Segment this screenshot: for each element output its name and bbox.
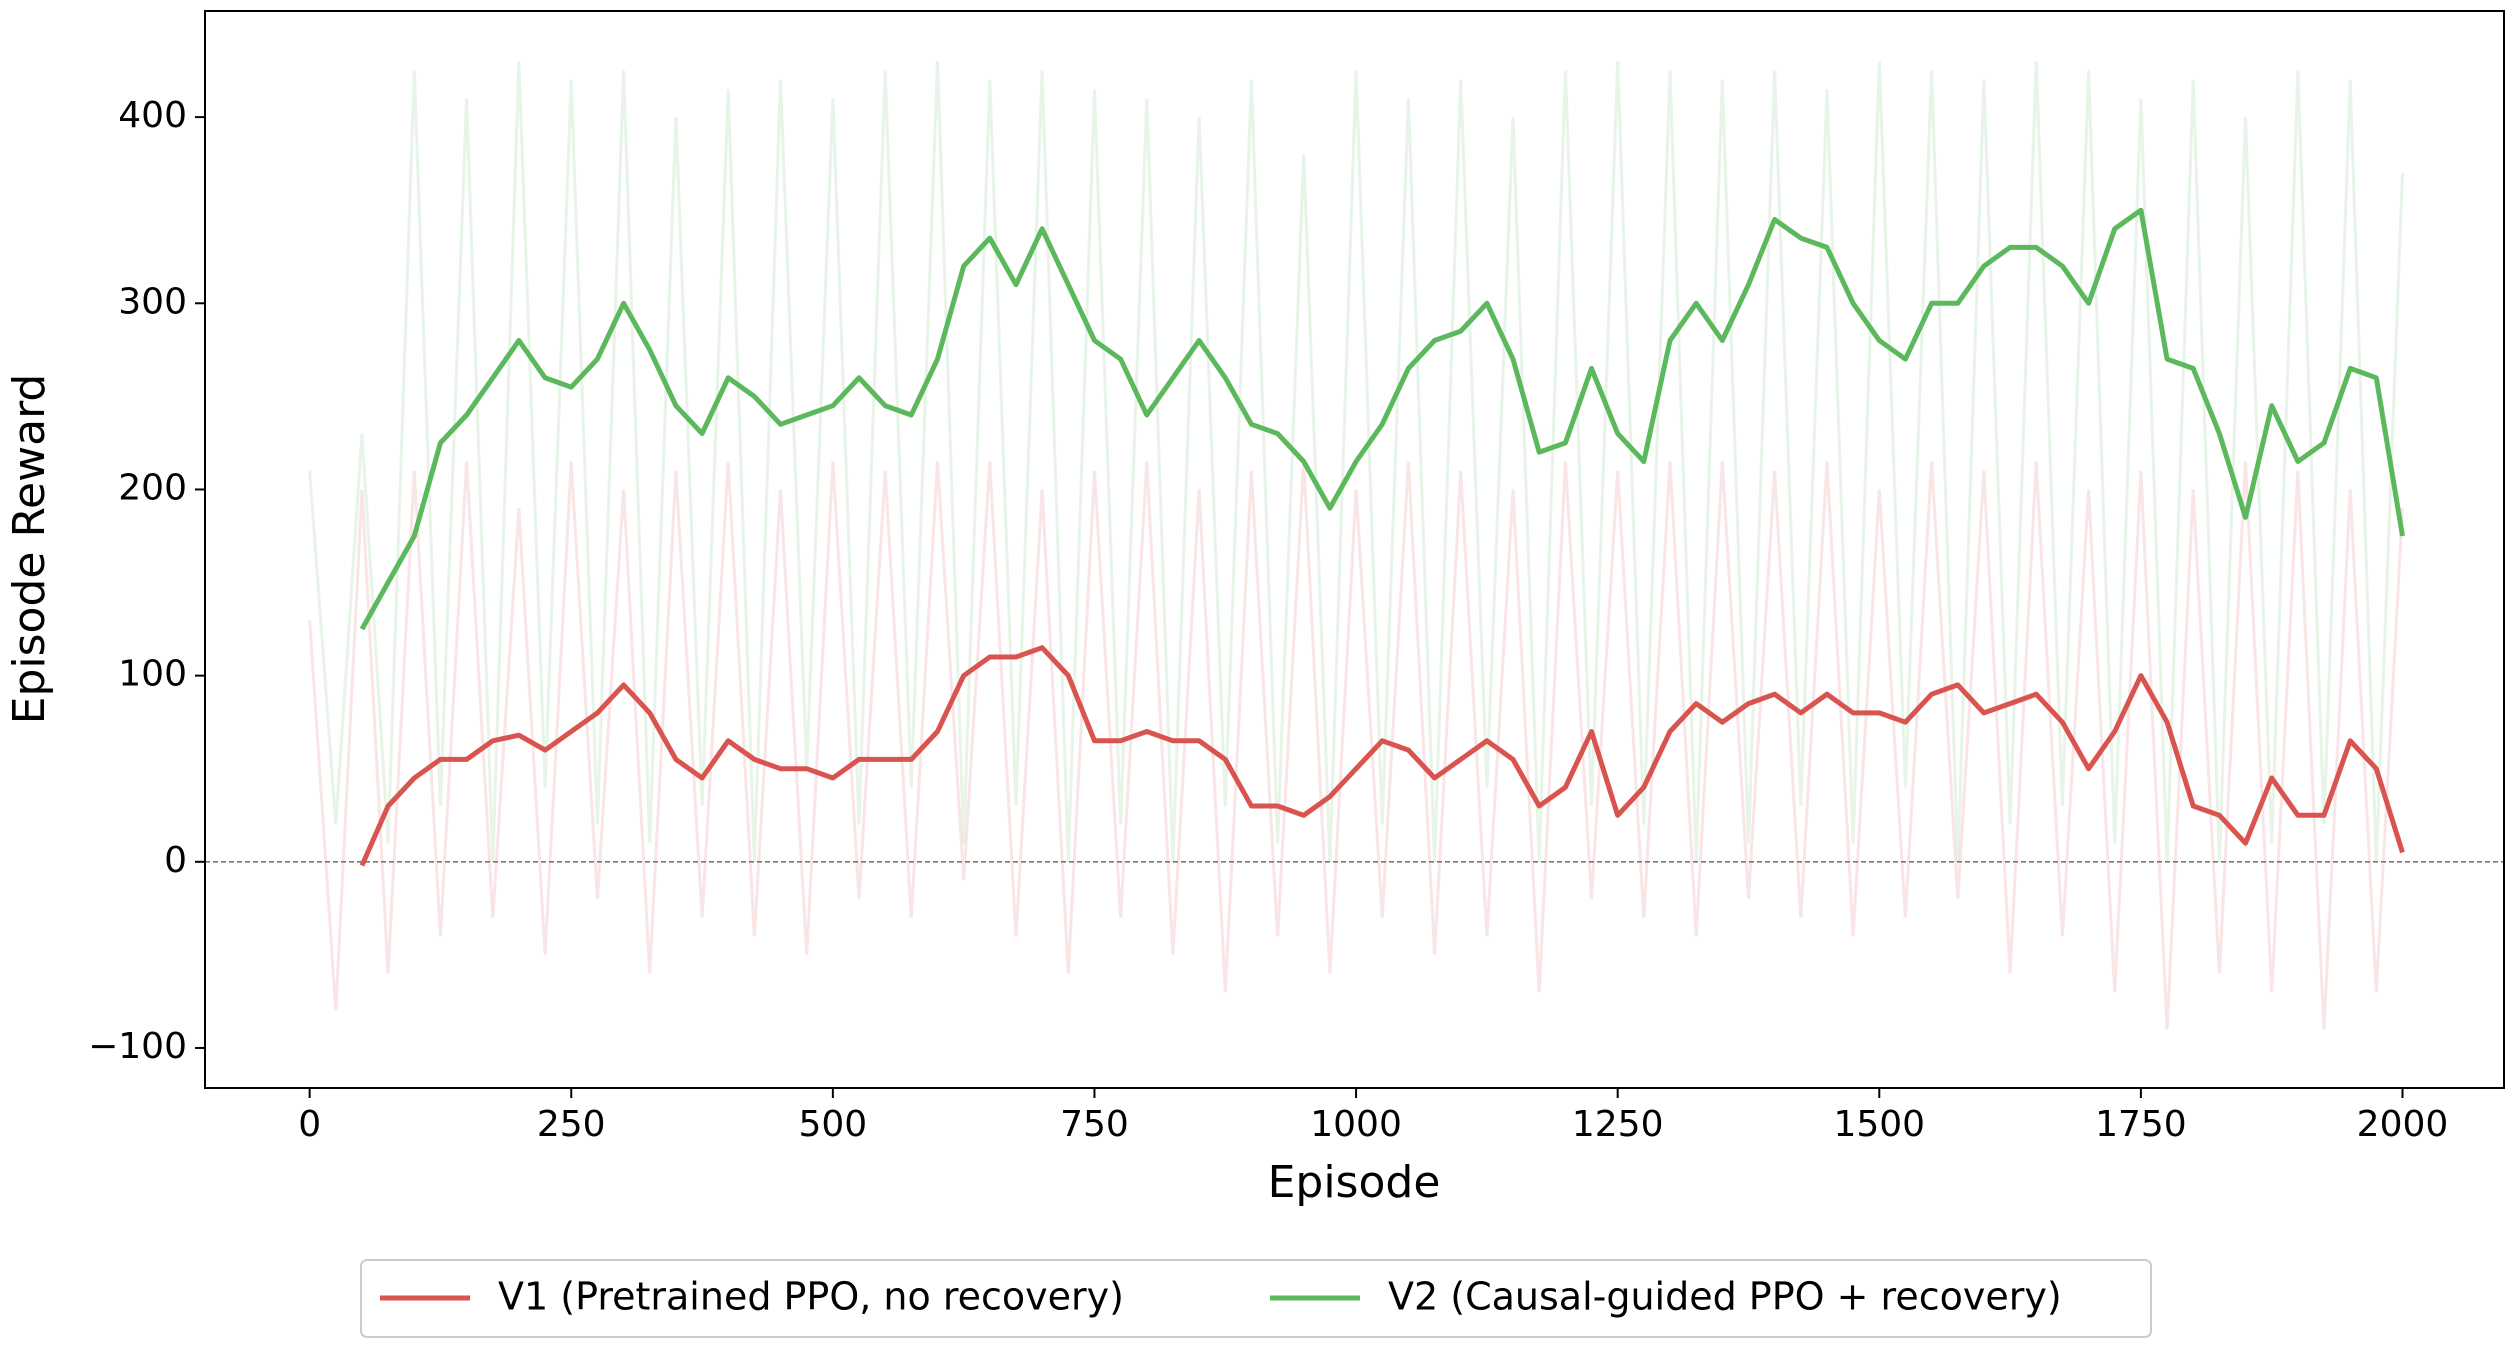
y-tick-label: 0 bbox=[164, 840, 187, 881]
line bbox=[359, 645, 2405, 867]
x-tick-label: 1000 bbox=[1310, 1104, 1402, 1145]
x-axis-label: Episode bbox=[1268, 1157, 1441, 1208]
legend-box bbox=[360, 1259, 2152, 1338]
line bbox=[359, 207, 2405, 631]
x-tick-label: 2000 bbox=[2357, 1104, 2449, 1145]
x-tick-label: 0 bbox=[298, 1104, 321, 1145]
y-axis-label: Episode Reward bbox=[4, 374, 55, 725]
y-tick-label: 200 bbox=[118, 467, 187, 508]
y-tick-label: 300 bbox=[118, 281, 187, 322]
x-tick-label: 1750 bbox=[2095, 1104, 2187, 1145]
x-tick-label: 500 bbox=[798, 1104, 867, 1145]
y-tick-label: 400 bbox=[118, 95, 187, 136]
y-tick-label: 100 bbox=[118, 654, 187, 695]
x-tick-label: 1500 bbox=[1833, 1104, 1925, 1145]
x-tick-label: 250 bbox=[537, 1104, 606, 1145]
legend-label: V1 (Pretrained PPO, no recovery) bbox=[498, 1275, 1124, 1319]
plot-frame bbox=[204, 10, 2505, 1089]
y-tick-label: −100 bbox=[88, 1026, 187, 1067]
plot-area bbox=[205, 61, 2504, 1030]
raw-trace bbox=[308, 461, 2404, 1030]
x-tick-label: 750 bbox=[1060, 1104, 1129, 1145]
raw-trace bbox=[308, 61, 2404, 862]
legend-label: V2 (Causal-guided PPO + recovery) bbox=[1388, 1275, 2062, 1319]
x-tick-label: 1250 bbox=[1572, 1104, 1664, 1145]
